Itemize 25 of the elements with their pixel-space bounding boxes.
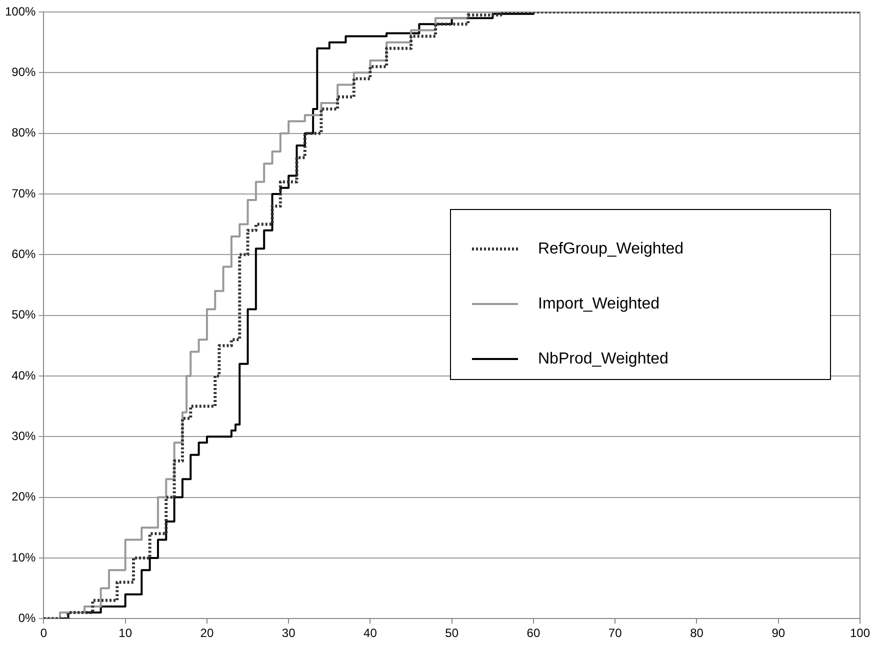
legend-label: RefGroup_Weighted (538, 240, 684, 258)
y-tick-label: 30% (12, 428, 36, 443)
y-tick-label: 10% (12, 550, 36, 564)
y-tick-label: 50% (12, 308, 36, 322)
x-tick-label: 80 (690, 626, 704, 640)
y-tick-label: 70% (12, 186, 36, 200)
y-tick-label: 40% (12, 368, 36, 382)
x-tick-label: 30 (282, 626, 296, 640)
y-tick-label: 80% (12, 126, 36, 140)
y-tick-label: 100% (4, 4, 36, 18)
x-tick-label: 90 (772, 626, 786, 640)
legend-label: NbProd_Weighted (538, 350, 668, 368)
x-tick-label: 70 (608, 626, 622, 640)
x-tick-label: 10 (118, 626, 132, 640)
x-tick-label: 0 (40, 626, 48, 640)
y-tick-label: 90% (12, 64, 36, 79)
legend-label: Import_Weighted (538, 295, 660, 312)
y-tick-label: 60% (12, 246, 36, 261)
x-tick-label: 20 (200, 626, 214, 640)
x-tick-label: 100 (850, 626, 870, 640)
x-tick-label: 60 (526, 626, 540, 640)
x-tick-label: 50 (445, 626, 459, 640)
y-tick-label: 20% (12, 490, 36, 504)
x-tick-label: 40 (364, 626, 378, 640)
y-tick-label: 0% (18, 610, 36, 625)
